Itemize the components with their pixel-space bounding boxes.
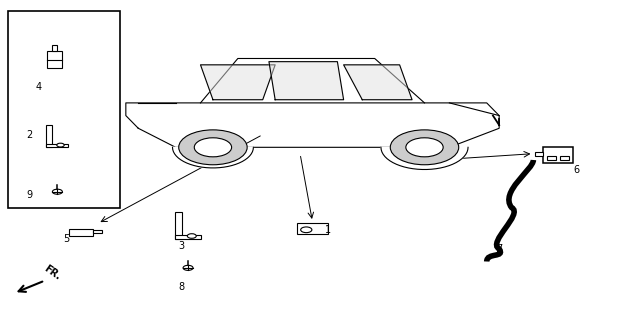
- Bar: [69, 229, 94, 236]
- Circle shape: [188, 234, 196, 238]
- Polygon shape: [201, 59, 424, 103]
- Text: 7: 7: [496, 244, 502, 254]
- Circle shape: [406, 138, 443, 157]
- Polygon shape: [201, 65, 275, 100]
- Bar: [47, 51, 62, 68]
- Text: FR.: FR.: [42, 264, 62, 282]
- Polygon shape: [126, 103, 499, 147]
- Polygon shape: [381, 147, 468, 170]
- Text: 4: 4: [36, 82, 42, 92]
- Bar: [46, 144, 68, 147]
- Bar: [174, 235, 201, 239]
- Bar: [534, 152, 543, 156]
- Bar: [46, 125, 53, 147]
- Polygon shape: [173, 147, 253, 168]
- Text: 5: 5: [64, 235, 70, 244]
- Bar: [547, 156, 556, 160]
- Circle shape: [301, 227, 312, 233]
- Polygon shape: [344, 65, 412, 100]
- Circle shape: [390, 130, 459, 165]
- Text: 6: 6: [574, 165, 580, 175]
- Bar: [52, 45, 57, 51]
- Bar: [297, 223, 328, 234]
- Text: 1: 1: [325, 225, 331, 235]
- Circle shape: [52, 189, 62, 194]
- Circle shape: [179, 130, 247, 165]
- Text: 8: 8: [179, 282, 185, 292]
- Text: 9: 9: [26, 190, 32, 200]
- Circle shape: [194, 138, 232, 157]
- Bar: [542, 147, 572, 163]
- Text: 2: 2: [26, 130, 32, 140]
- Polygon shape: [269, 62, 344, 100]
- Circle shape: [183, 265, 193, 270]
- Bar: [94, 230, 102, 233]
- Bar: [559, 156, 569, 160]
- Circle shape: [57, 143, 64, 147]
- Bar: [174, 212, 182, 239]
- Text: 3: 3: [179, 241, 185, 251]
- Bar: [8, 11, 119, 208]
